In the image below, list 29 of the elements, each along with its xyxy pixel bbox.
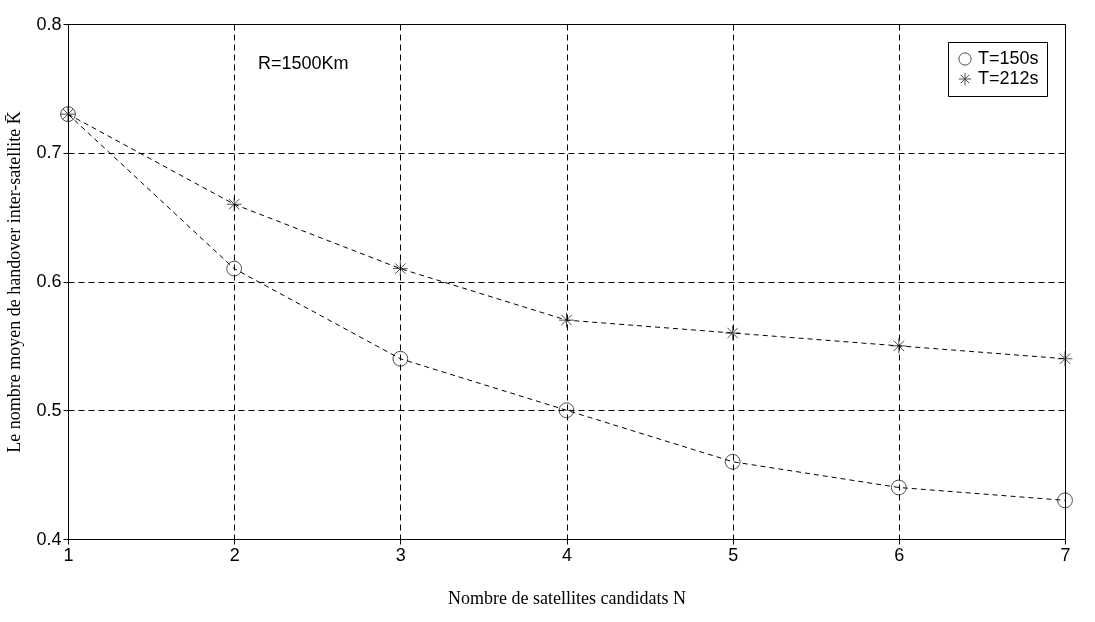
- x-tick-label: 1: [63, 544, 74, 565]
- y-tick-label: 0.5: [36, 399, 62, 420]
- legend-label: T=212s: [978, 68, 1039, 88]
- annotation: R=1500Km: [258, 53, 349, 73]
- y-axis-title: Le nombre moyen de handover inter-satellite K̄: [4, 111, 25, 453]
- x-tick-label: 3: [395, 544, 406, 565]
- point: [890, 337, 907, 354]
- legend-label: T=150s: [978, 48, 1039, 68]
- point: [392, 350, 409, 367]
- point: [226, 196, 243, 213]
- y-tick-label: 0.6: [36, 271, 62, 291]
- x-tick-label: 5: [728, 544, 739, 565]
- point: [392, 260, 409, 277]
- x-tick-label: 7: [1060, 544, 1071, 565]
- point: [724, 325, 741, 341]
- x-tick-label: 4: [561, 544, 573, 565]
- point: [1057, 492, 1073, 509]
- x-axis-title: Nombre de satellites candidats N: [448, 587, 686, 608]
- point: [724, 453, 741, 470]
- x-tick-label: 6: [894, 544, 905, 565]
- y-tick-label: 0.7: [36, 142, 62, 163]
- point: [1057, 350, 1073, 367]
- point: [558, 402, 575, 419]
- point: [558, 312, 575, 329]
- point: [226, 260, 243, 277]
- x-tick-label: 2: [229, 544, 240, 565]
- y-tick-label: 0.4: [36, 528, 62, 549]
- point: [890, 479, 907, 496]
- y-tick-label: 0.8: [36, 13, 62, 34]
